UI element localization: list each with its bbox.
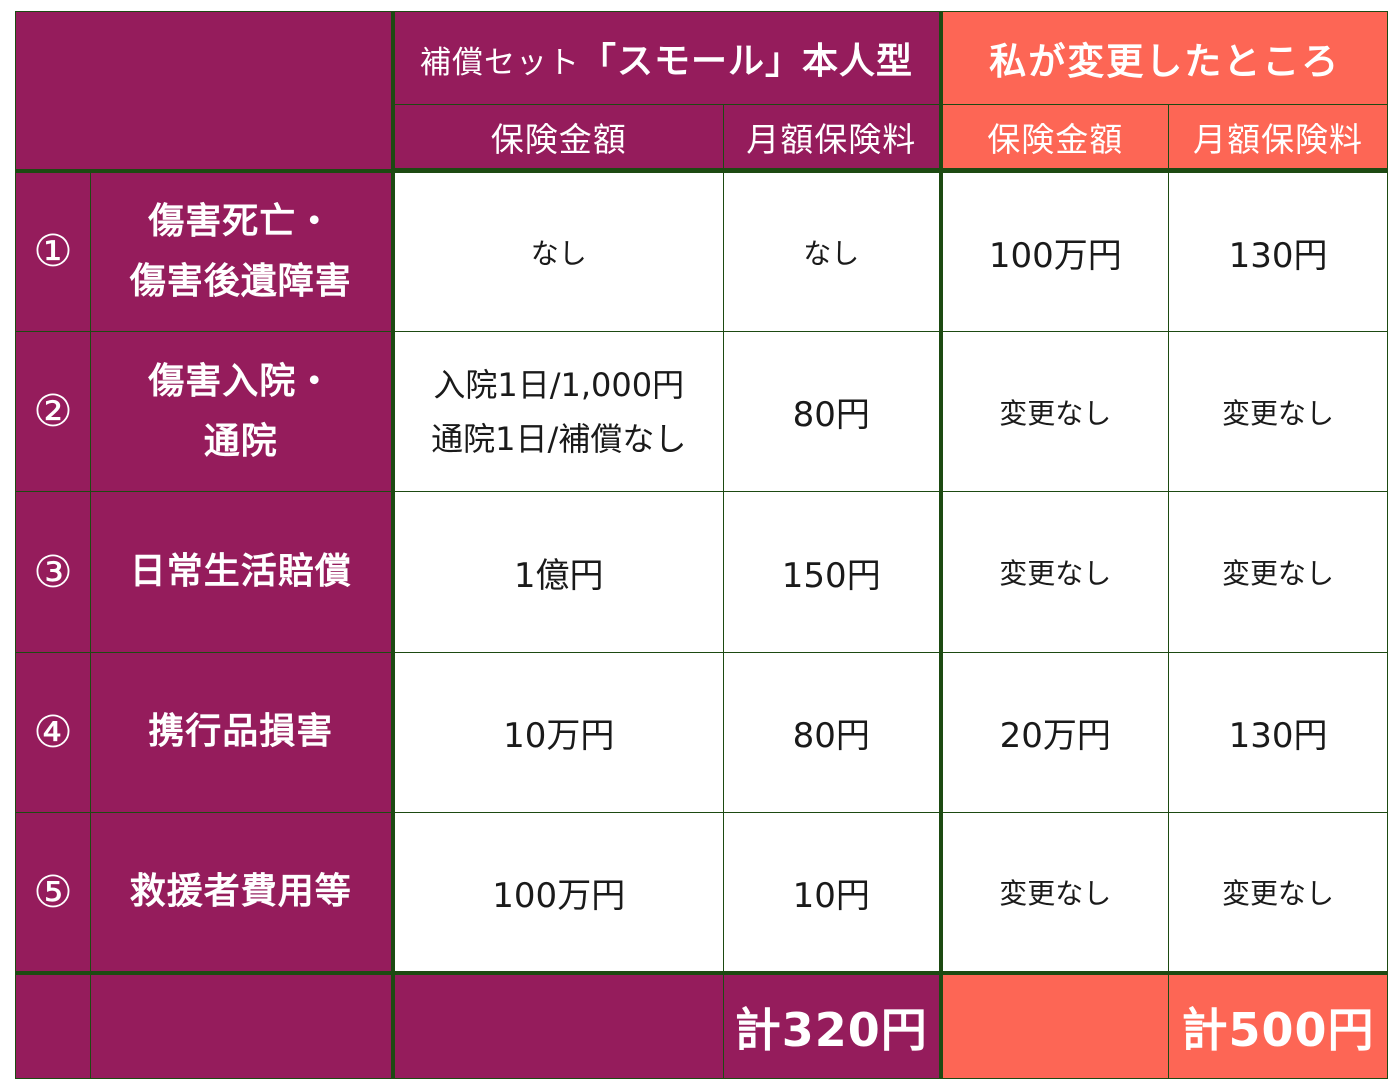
totals-blank — [15, 972, 91, 1080]
my-amount: 100万円 — [938, 168, 1170, 332]
plan-name: 「スモール」本人型 — [580, 41, 914, 83]
my-amount-header: 保険金額 — [938, 104, 1170, 172]
base-amount: 1億円 — [390, 491, 724, 653]
my-premium: 変更なし — [1168, 330, 1389, 493]
table-row: ③ 日常生活賠償 1億円 150円 変更なし 変更なし — [15, 491, 1389, 653]
base-amount: 入院1日/1,000円 通院1日/補償なし — [390, 330, 724, 493]
coverage-label: 救援者費用等 — [90, 812, 393, 976]
row-number: ③ — [15, 491, 91, 653]
header-corner — [15, 10, 393, 172]
base-premium: 80円 — [722, 651, 942, 814]
base-amount-line1: 入院1日/1,000円 — [433, 365, 685, 404]
totals-blank — [390, 972, 724, 1080]
my-amount: 変更なし — [938, 491, 1170, 653]
table-row: ⑤ 救援者費用等 100万円 10円 変更なし 変更なし — [15, 812, 1389, 976]
row-number: ① — [15, 168, 91, 332]
base-amount: 10万円 — [390, 651, 724, 814]
base-premium: 10円 — [722, 812, 942, 976]
my-premium-header: 月額保険料 — [1168, 104, 1389, 172]
coverage-label: 携行品損害 — [90, 651, 393, 814]
header-row-2: 保険金額 月額保険料 保険金額 月額保険料 — [16, 104, 1389, 172]
my-amount: 変更なし — [938, 812, 1170, 976]
header-row-1: 補償セット「スモール」本人型 私が変更したところ — [15, 10, 1389, 172]
coverage-label-line1: 傷害入院・ — [148, 360, 334, 402]
coverage-label: 傷害入院・ 通院 — [90, 330, 393, 493]
row-number: ④ — [15, 651, 91, 814]
row-number: ② — [15, 330, 91, 493]
my-amount: 変更なし — [938, 330, 1170, 493]
table-row: ② 傷害入院・ 通院 入院1日/1,000円 通院1日/補償なし 80円 変更なし … — [15, 330, 1389, 493]
table-row: ④ 携行品損害 10万円 80円 20万円 130円 — [15, 651, 1389, 814]
table-row: ① 傷害死亡・傷害後遺障害 なし なし 100万円 130円 — [15, 168, 1389, 332]
row-number: ⑤ — [15, 812, 91, 976]
my-premium: 130円 — [1168, 651, 1389, 814]
coverage-label: 日常生活賠償 — [90, 491, 393, 653]
my-total: 計500円 — [1168, 972, 1389, 1080]
base-premium-header: 月額保険料 — [722, 104, 942, 172]
base-amount: なし — [390, 168, 724, 332]
base-amount: 100万円 — [390, 812, 724, 976]
totals-blank — [90, 972, 393, 1080]
my-premium: 変更なし — [1168, 812, 1389, 976]
plan-prefix: 補償セット — [420, 45, 580, 82]
totals-blank — [938, 972, 1170, 1080]
base-premium: 150円 — [722, 491, 942, 653]
coverage-label-line1: 傷害死亡・ — [148, 200, 334, 242]
changes-header: 私が変更したところ — [938, 10, 1389, 106]
base-premium: なし — [722, 168, 942, 332]
base-premium: 80円 — [722, 330, 942, 493]
my-amount: 20万円 — [938, 651, 1170, 814]
my-premium: 130円 — [1168, 168, 1389, 332]
coverage-label-line2: 傷害後遺障害 — [129, 260, 352, 302]
coverage-label-line2: 通院 — [203, 420, 278, 462]
coverage-label: 傷害死亡・傷害後遺障害 — [90, 168, 393, 332]
base-amount-header: 保険金額 — [390, 104, 724, 172]
plan-header: 補償セット「スモール」本人型 — [390, 10, 942, 106]
totals-row: 計320円 計500円 — [15, 972, 1389, 1080]
insurance-comparison: 補償セット「スモール」本人型 私が変更したところ 保険金額 月額保険料 保険金額… — [15, 10, 1389, 1080]
coverage-table: 補償セット「スモール」本人型 私が変更したところ 保険金額 月額保険料 保険金額… — [15, 10, 1389, 1080]
base-amount-line2: 通院1日/補償なし — [431, 419, 687, 458]
base-total: 計320円 — [722, 972, 942, 1080]
my-premium: 変更なし — [1168, 491, 1389, 653]
